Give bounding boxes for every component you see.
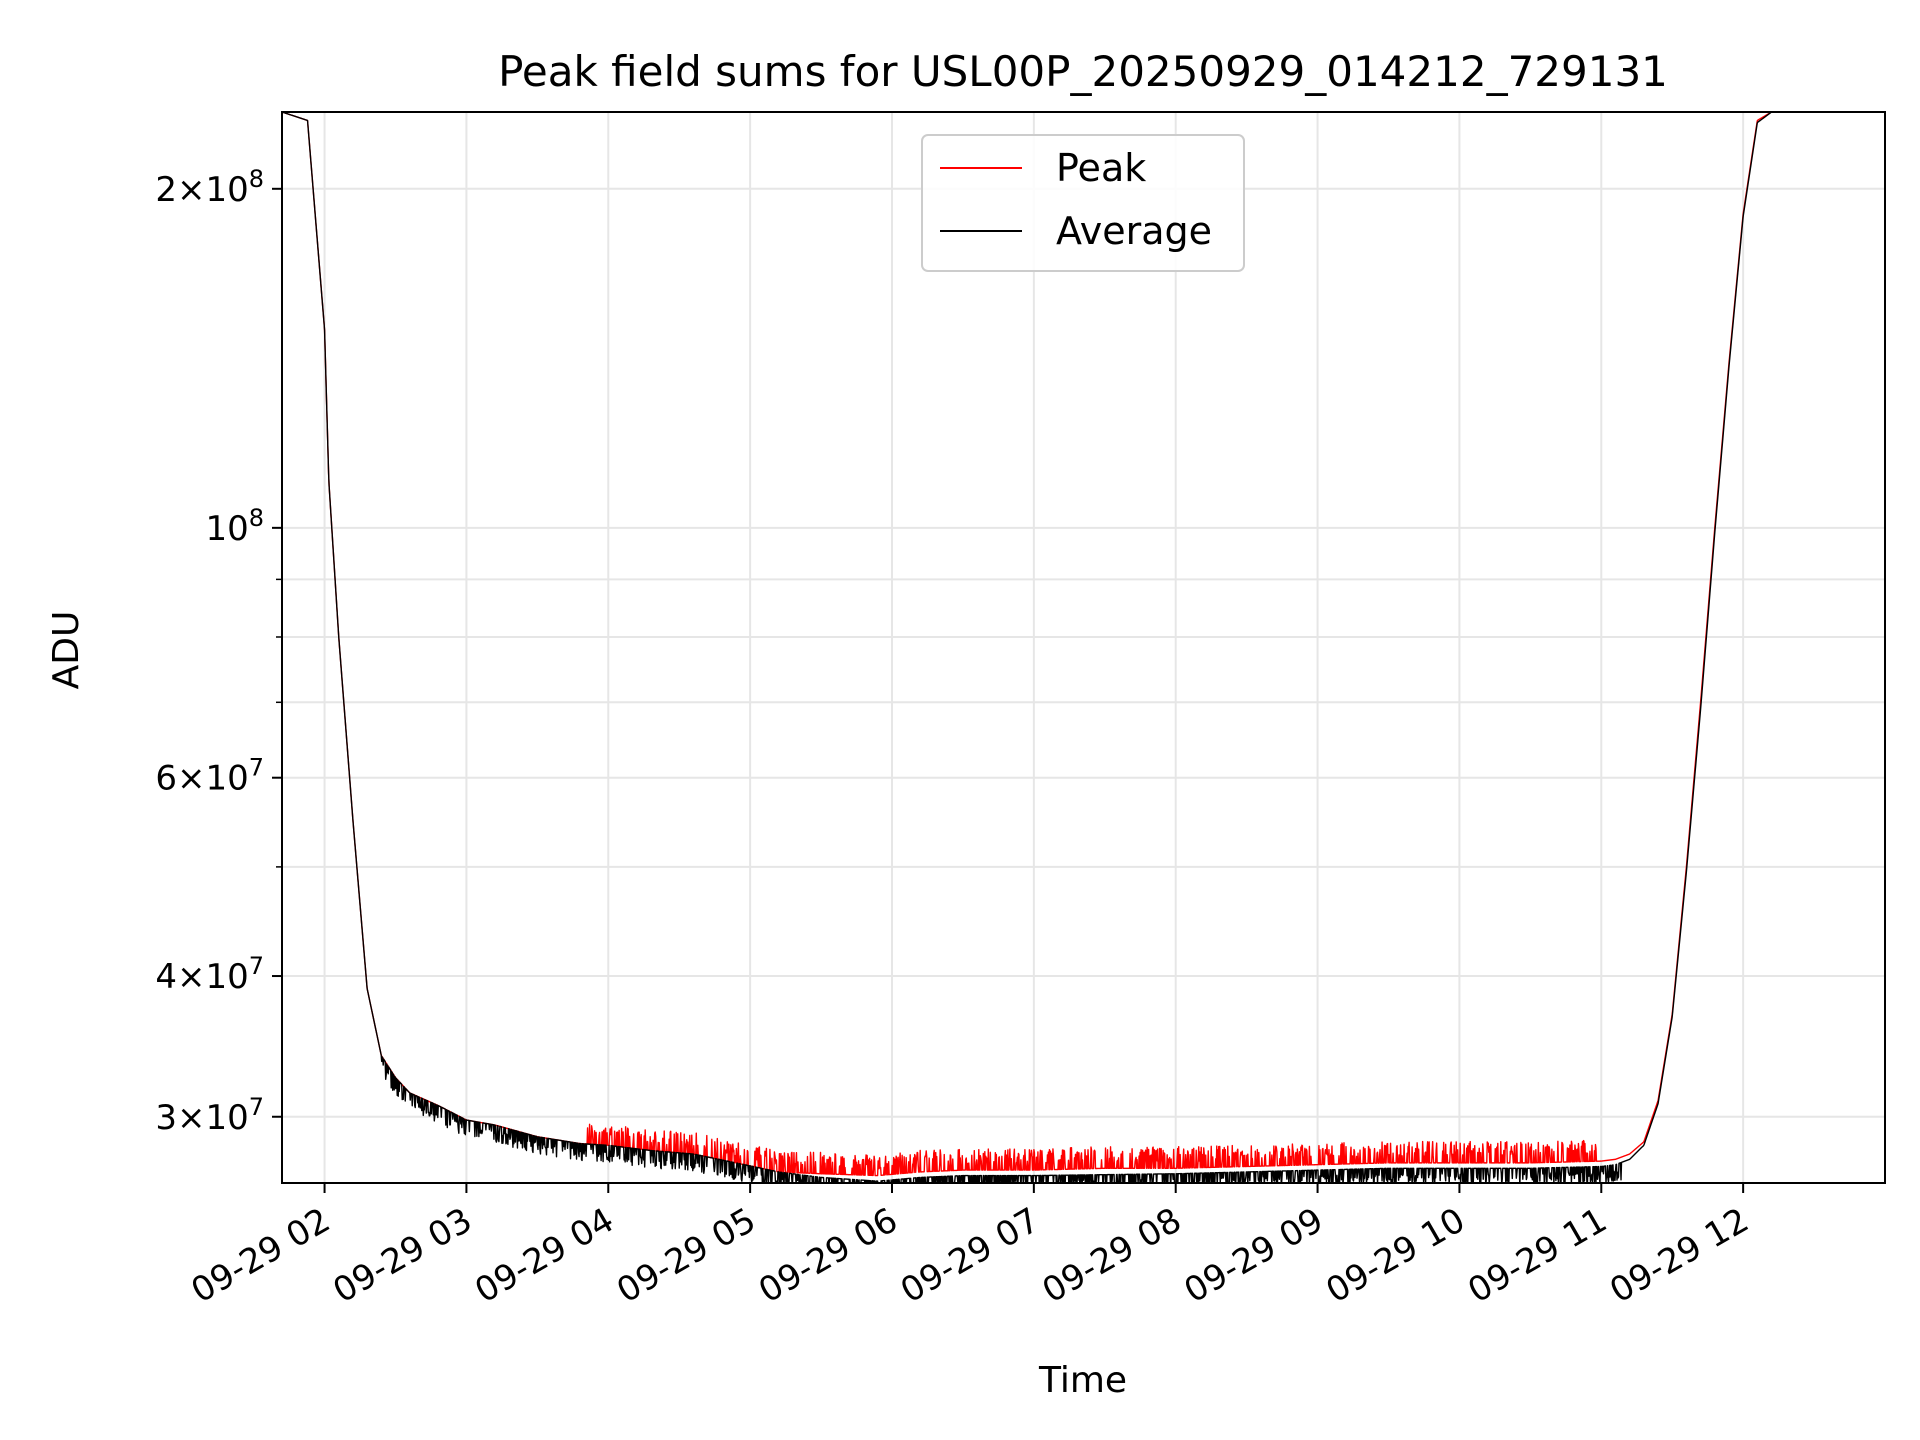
y-tick-label: 108 xyxy=(205,504,264,549)
series-line-average xyxy=(282,112,1885,1183)
axes-frame xyxy=(281,111,1886,1184)
series-layer xyxy=(282,112,1885,1183)
legend-label-average: Average xyxy=(1056,209,1212,253)
y-tick-label: 4×107 xyxy=(155,952,264,997)
x-axis-label: Time xyxy=(1038,1360,1127,1401)
grid xyxy=(282,112,1885,1183)
chart-title: Peak field sums for USL00P_20250929_0142… xyxy=(498,47,1668,96)
legend: Peak Average xyxy=(921,134,1245,272)
y-tick-label: 2×108 xyxy=(155,165,264,210)
y-tick-label: 3×107 xyxy=(155,1093,264,1138)
y-axis-label: ADU xyxy=(46,611,87,690)
legend-label-peak: Peak xyxy=(1056,146,1146,190)
y-tick-label: 6×107 xyxy=(155,754,264,799)
